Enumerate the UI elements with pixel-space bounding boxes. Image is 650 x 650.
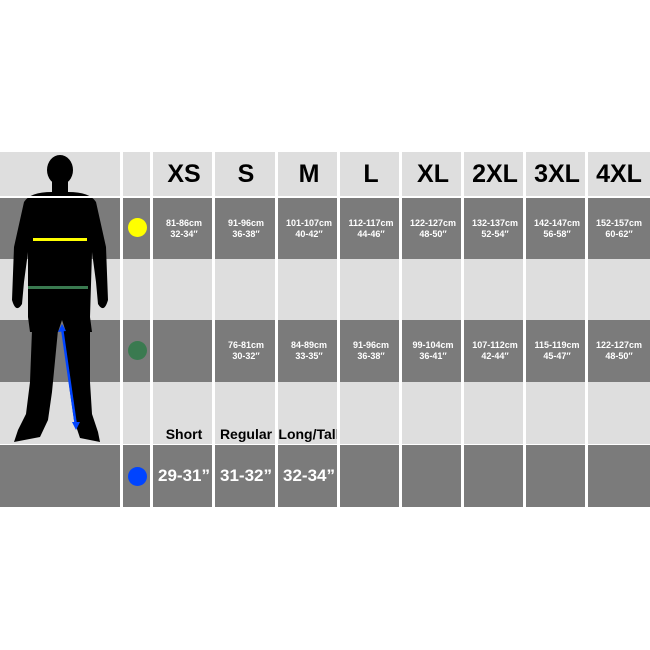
chest-dot-icon [128,218,147,237]
chest-cm: 122-127cm [409,217,457,228]
inseam-value: 29-31” [158,466,210,485]
waist-in: 36-41″ [419,351,447,361]
waist-cm: 76-81cm [227,340,265,350]
chest-in: 60-62″ [605,228,633,239]
size-header-2: M [298,159,320,188]
waist-cm: 99-104cm [412,340,454,350]
waist-cell: 115-119cm 45-47″ [526,320,588,382]
chest-in: 52-54″ [481,228,509,239]
inseam-value: 31-32” [220,466,272,485]
size-header-0: XS [167,159,201,188]
waist-dot-icon [128,341,147,360]
chest-cell: 112-117cm 44-46″ [340,198,402,259]
waist-cell: 91-96cm 36-38″ [340,320,402,382]
chest-cell: 142-147cm 56-58″ [526,198,588,259]
chest-in: 44-46″ [357,228,385,239]
inseam-label: Long/Tall [278,426,340,442]
waist-in: 42-44″ [481,351,509,361]
size-header-1: S [237,159,255,188]
chest-cell: 152-157cm 60-62″ [588,198,650,259]
chest-in: 40-42″ [295,228,323,239]
waist-cell: 122-127cm 48-50″ [588,320,650,382]
size-header-3: L [363,159,379,188]
waist-in: 33-35″ [295,351,323,361]
inseam-label: Regular [219,426,273,442]
inseam-value: 32-34” [283,466,335,485]
chest-in: 36-38″ [232,228,260,239]
inseam-label: Short [165,426,203,442]
chest-in: 32-34″ [170,228,198,239]
waist-cm: 115-119cm [534,340,580,350]
chest-in: 56-58″ [543,228,571,239]
chest-measure-line [33,238,87,241]
chest-cell: 91-96cm 36-38″ [215,198,277,259]
inseam-measure-arrow [60,327,78,427]
size-header-4: XL [417,159,449,188]
chest-cell: 122-127cm 48-50″ [402,198,464,259]
chest-cm: 81-86cm [165,217,203,228]
waist-cm: 84-89cm [290,340,328,350]
waist-in: 36-38″ [357,351,385,361]
header-row [0,152,650,196]
waist-cm: 91-96cm [352,340,390,350]
waist-measure-line [28,286,88,289]
waist-cell: 76-81cm 30-32″ [215,320,277,382]
waist-in: 30-32″ [232,351,260,361]
chest-cell: 81-86cm 32-34″ [153,198,215,259]
spacer-row [0,259,650,320]
chest-cm: 101-107cm [285,217,333,228]
chest-cm: 112-117cm [348,217,394,228]
chest-cm: 132-137cm [471,217,519,228]
waist-in: 48-50″ [605,351,633,361]
inseam-dot-icon [128,467,147,486]
waist-cell: 99-104cm 36-41″ [402,320,464,382]
waist-cell: 84-89cm 33-35″ [278,320,340,382]
size-header-7: 4XL [596,159,642,188]
chest-cm: 152-157cm [595,217,643,228]
chest-cm: 91-96cm [227,217,265,228]
inseam-row [0,445,650,507]
chest-in: 48-50″ [419,228,447,239]
chest-cell: 132-137cm 52-54″ [464,198,526,259]
waist-cell: 107-112cm 42-44″ [464,320,526,382]
chest-cell: 101-107cm 40-42″ [278,198,340,259]
chest-row [0,198,650,259]
size-header-6: 3XL [534,159,580,188]
size-header-5: 2XL [472,159,518,188]
waist-cm: 122-127cm [595,340,643,350]
waist-in: 45-47″ [543,351,571,361]
waist-row [0,320,650,382]
inseam-label-row [0,382,650,444]
chest-cm: 142-147cm [533,217,581,228]
waist-cell [153,320,215,382]
body-silhouette-icon [12,155,108,442]
waist-cm: 107-112cm [472,340,518,350]
